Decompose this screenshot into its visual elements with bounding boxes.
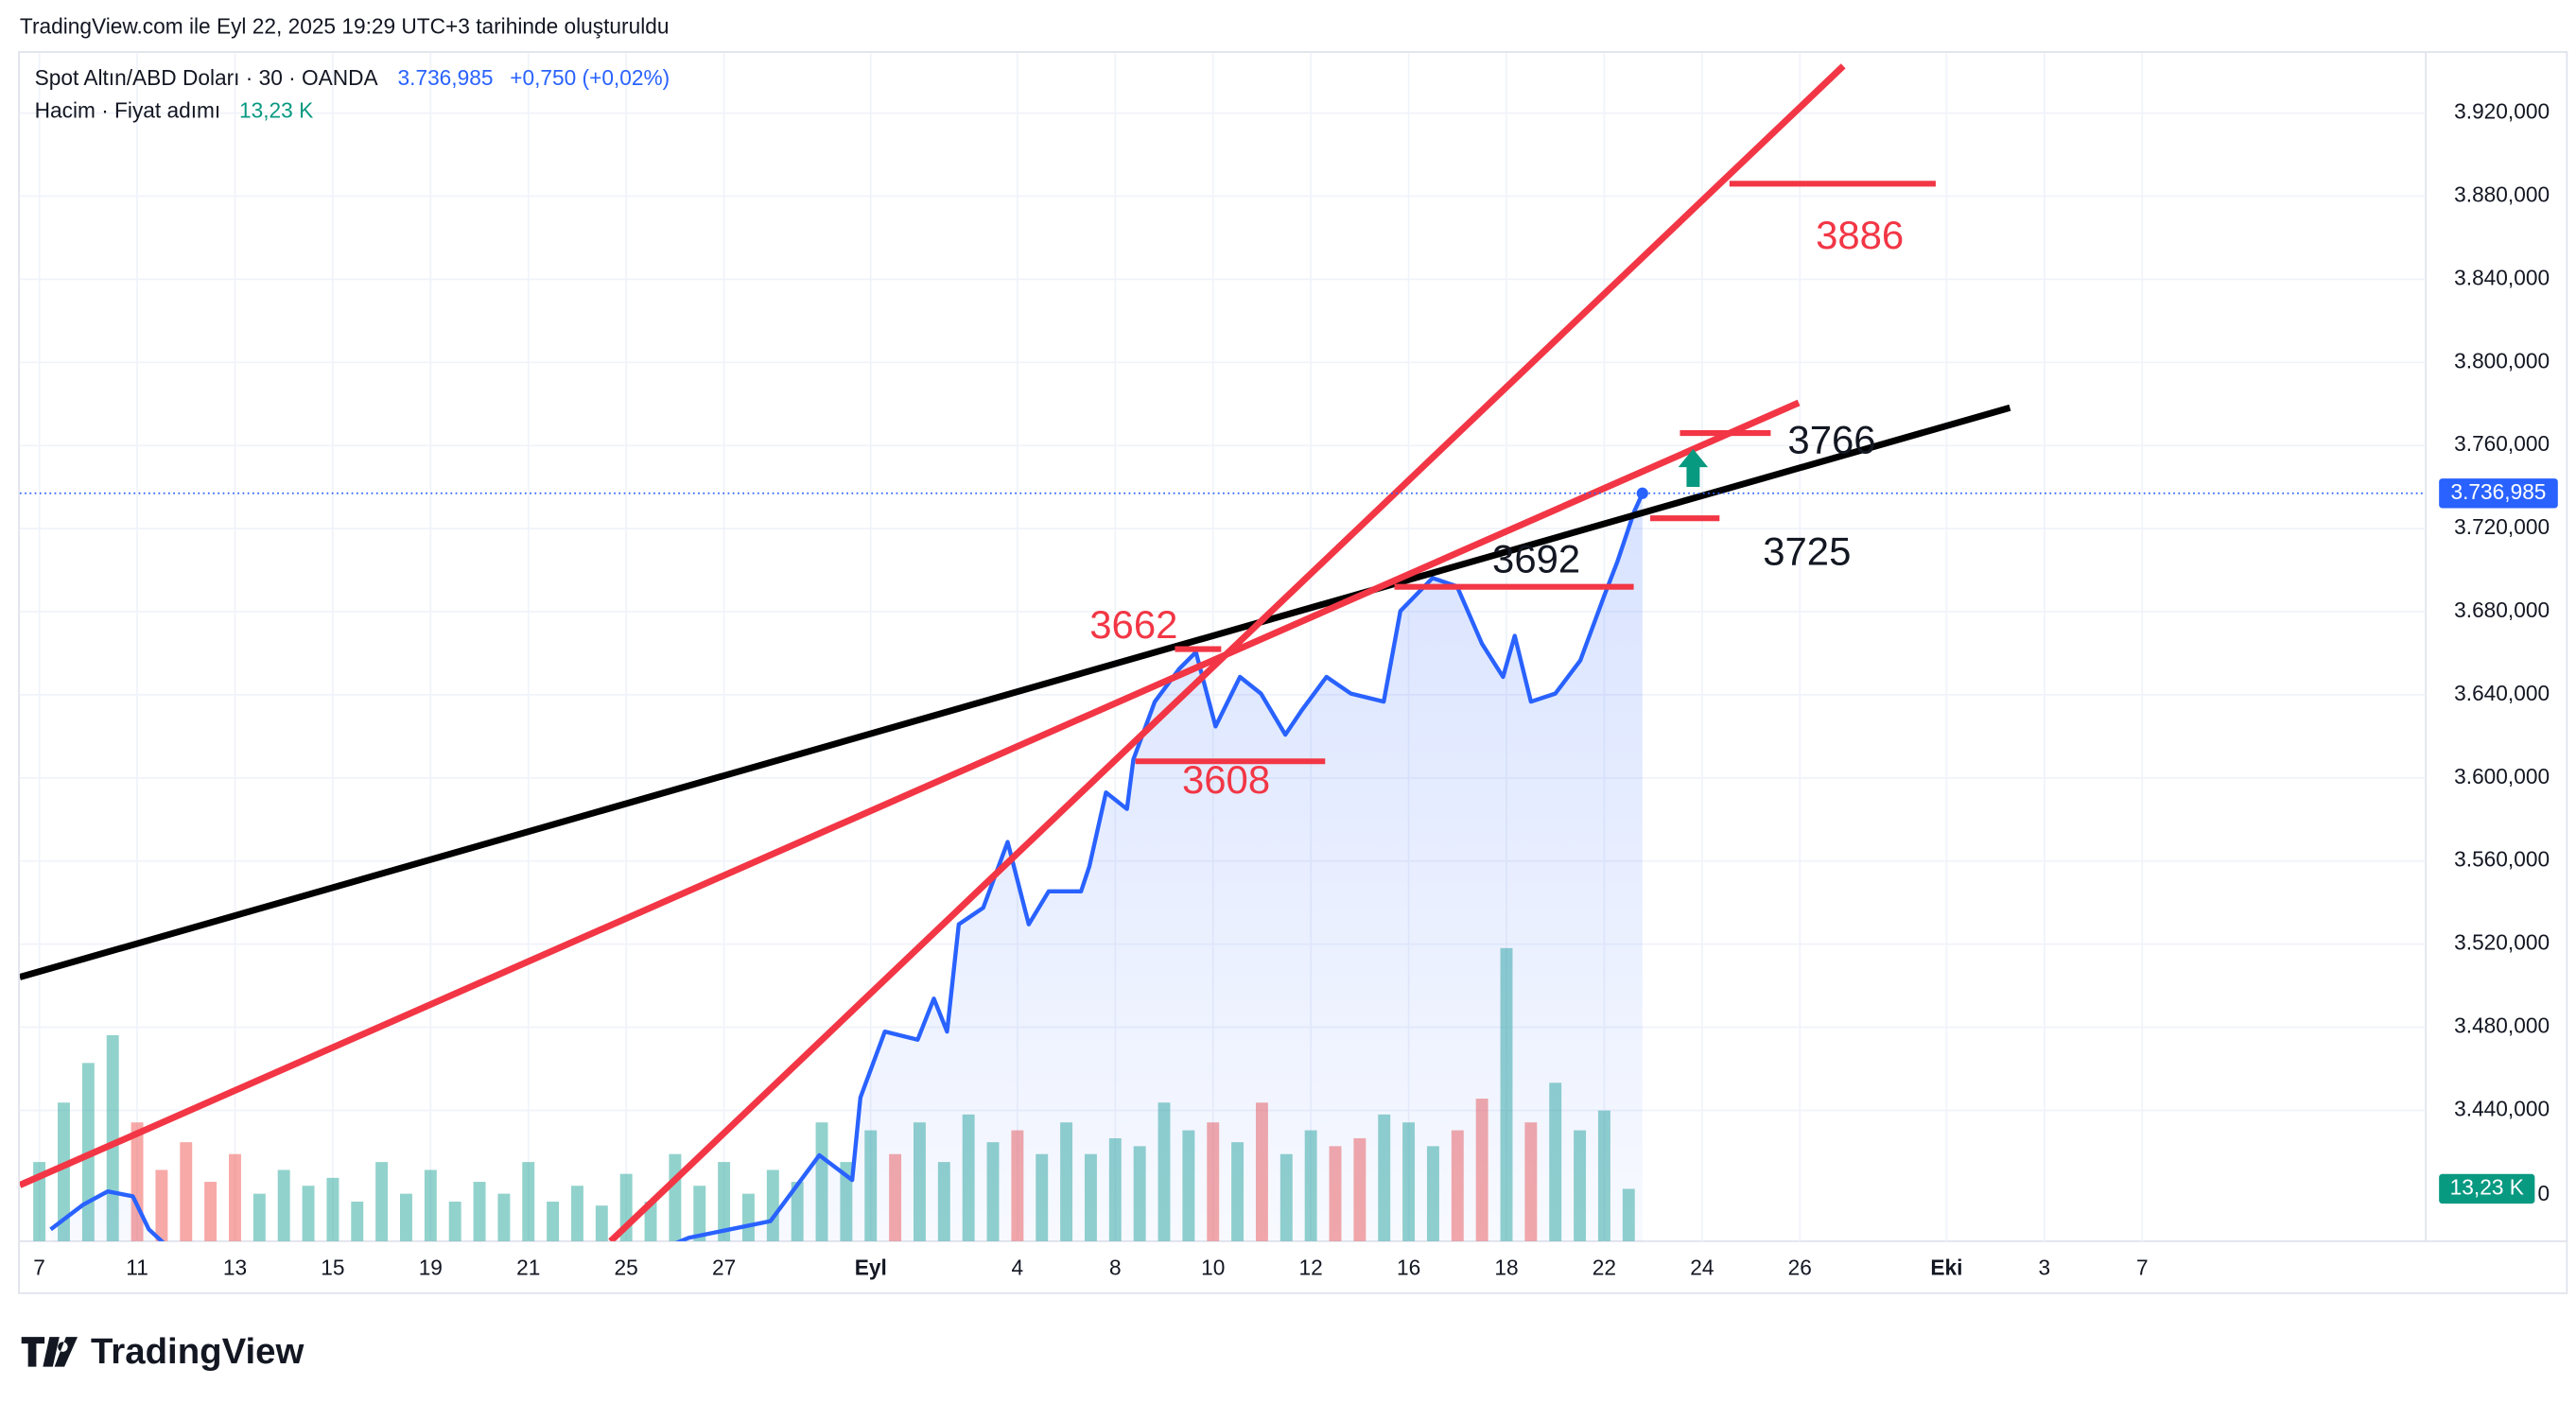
- level-label: 3886: [1816, 213, 1904, 257]
- arrow-up: [1678, 448, 1709, 488]
- y-tick-label: 3.680,000: [2454, 598, 2550, 622]
- volume-bar: [155, 1169, 168, 1241]
- y-tick-label: 3.560,000: [2454, 847, 2550, 872]
- level-label: 3608: [1182, 757, 1270, 802]
- x-tick-label: 12: [1299, 1256, 1323, 1280]
- x-tick-label: Eki: [1930, 1256, 1962, 1280]
- levels: 3886 3766 3725 3692 3662 3608: [1089, 181, 1936, 802]
- x-tick-label: 8: [1109, 1256, 1122, 1280]
- volume-bar: [277, 1169, 290, 1241]
- volume-bar: [595, 1205, 608, 1241]
- y-tick-label: 3.520,000: [2454, 930, 2550, 955]
- x-tick-label: 25: [615, 1256, 638, 1280]
- volume-bar: [448, 1202, 461, 1241]
- y-tick-label: 3.880,000: [2454, 182, 2550, 206]
- volume-bar: [204, 1182, 218, 1241]
- volume-bar: [522, 1162, 535, 1241]
- header: TradingView.com ile Eyl 22, 2025 19:29 U…: [20, 14, 670, 39]
- x-tick-label: 10: [1201, 1256, 1225, 1280]
- x-tick-label: 21: [516, 1256, 540, 1280]
- x-tick-label: 11: [126, 1256, 148, 1280]
- y-tick-label: 3.840,000: [2454, 265, 2550, 289]
- x-tick-label: 7: [2136, 1256, 2149, 1280]
- level-label: 3725: [1763, 529, 1851, 574]
- frame: [18, 51, 2568, 1294]
- level-label: 3692: [1492, 537, 1580, 581]
- y-tick-label: 3.920,000: [2454, 99, 2550, 124]
- x-tick-label: 19: [419, 1256, 443, 1280]
- x-tick-label: 4: [1012, 1256, 1024, 1280]
- volume-bar: [693, 1186, 706, 1241]
- legend-change: +0,750 (+0,02%): [510, 65, 670, 90]
- x-tick-label: 26: [1788, 1256, 1812, 1280]
- y-tick-label: 3.760,000: [2454, 431, 2550, 456]
- x-tick-label: 7: [33, 1256, 45, 1280]
- volume-bar: [58, 1102, 70, 1241]
- last-point: [1636, 487, 1648, 499]
- volume-bar: [424, 1169, 437, 1241]
- volume-badge-label: 13,23 K: [2450, 1174, 2524, 1199]
- x-tick-label: 3: [2039, 1256, 2051, 1280]
- x-tick-label: 27: [712, 1256, 736, 1280]
- volume-bar: [497, 1193, 511, 1241]
- legend-price: 3.736,985: [398, 65, 494, 90]
- price-area: [50, 493, 1643, 1241]
- trend-line: [19, 399, 1801, 1188]
- last-price-label: 3.736,985: [2451, 479, 2547, 504]
- x-tick-label: 24: [1690, 1256, 1714, 1280]
- volume-bar: [252, 1193, 266, 1241]
- level-label: 3662: [1089, 602, 1177, 647]
- volume-badge: [2439, 1173, 2535, 1204]
- x-tick-label: 22: [1593, 1256, 1616, 1280]
- price-line: [49, 492, 1645, 1241]
- volume-bar: [669, 1153, 682, 1241]
- x-tick-label: 18: [1494, 1256, 1518, 1280]
- volume-bar: [718, 1162, 731, 1241]
- logo-mark: [21, 1337, 78, 1367]
- volume-bar: [644, 1202, 657, 1241]
- y-tick-label: 3.440,000: [2454, 1096, 2550, 1120]
- volume-bar: [229, 1153, 241, 1241]
- grid: [19, 52, 2427, 1241]
- volume-bar: [351, 1202, 364, 1241]
- y-tick-label: 3.640,000: [2454, 681, 2550, 705]
- x-tick-label: 15: [321, 1256, 344, 1280]
- trend-line: [608, 63, 1846, 1241]
- volume-bar: [571, 1186, 583, 1241]
- price-pane: [49, 487, 1648, 1241]
- y-tick-label: 3.600,000: [2454, 764, 2550, 788]
- x-tick-label: Eyl: [855, 1256, 887, 1280]
- trend-line: [19, 404, 2011, 980]
- last-price-badge: [2439, 478, 2558, 509]
- volume-bar: [547, 1202, 560, 1241]
- volume-bar: [33, 1162, 46, 1241]
- symbol: Spot Altın/ABD Doları · 30 · OANDA: [35, 65, 379, 90]
- axes: 3.440,000 3.480,000 3.520,000 3.560,000 3.60…: [19, 99, 2558, 1280]
- x-tick-label: 13: [223, 1256, 247, 1280]
- volume-legend: 13,23 K: [239, 98, 313, 123]
- y-tick-label: 3.800,000: [2454, 348, 2550, 372]
- y-tick-label: 3.480,000: [2454, 1013, 2550, 1038]
- y2-tick-label: 0: [2537, 1181, 2550, 1205]
- volume-bar: [375, 1162, 389, 1241]
- volume-bar: [180, 1142, 193, 1241]
- volume-bar: [473, 1182, 486, 1241]
- drawings: [19, 63, 2011, 1241]
- x-tick-label: 16: [1397, 1256, 1420, 1280]
- volume-bar: [400, 1193, 412, 1241]
- level-label: 3766: [1787, 418, 1875, 462]
- volume-bar: [326, 1177, 339, 1241]
- volume-bar: [302, 1186, 315, 1241]
- volume-title: Hacim · Fiyat adımı: [35, 98, 221, 123]
- y-tick-label: 3.720,000: [2454, 514, 2550, 539]
- logo: TradingView: [91, 1331, 305, 1372]
